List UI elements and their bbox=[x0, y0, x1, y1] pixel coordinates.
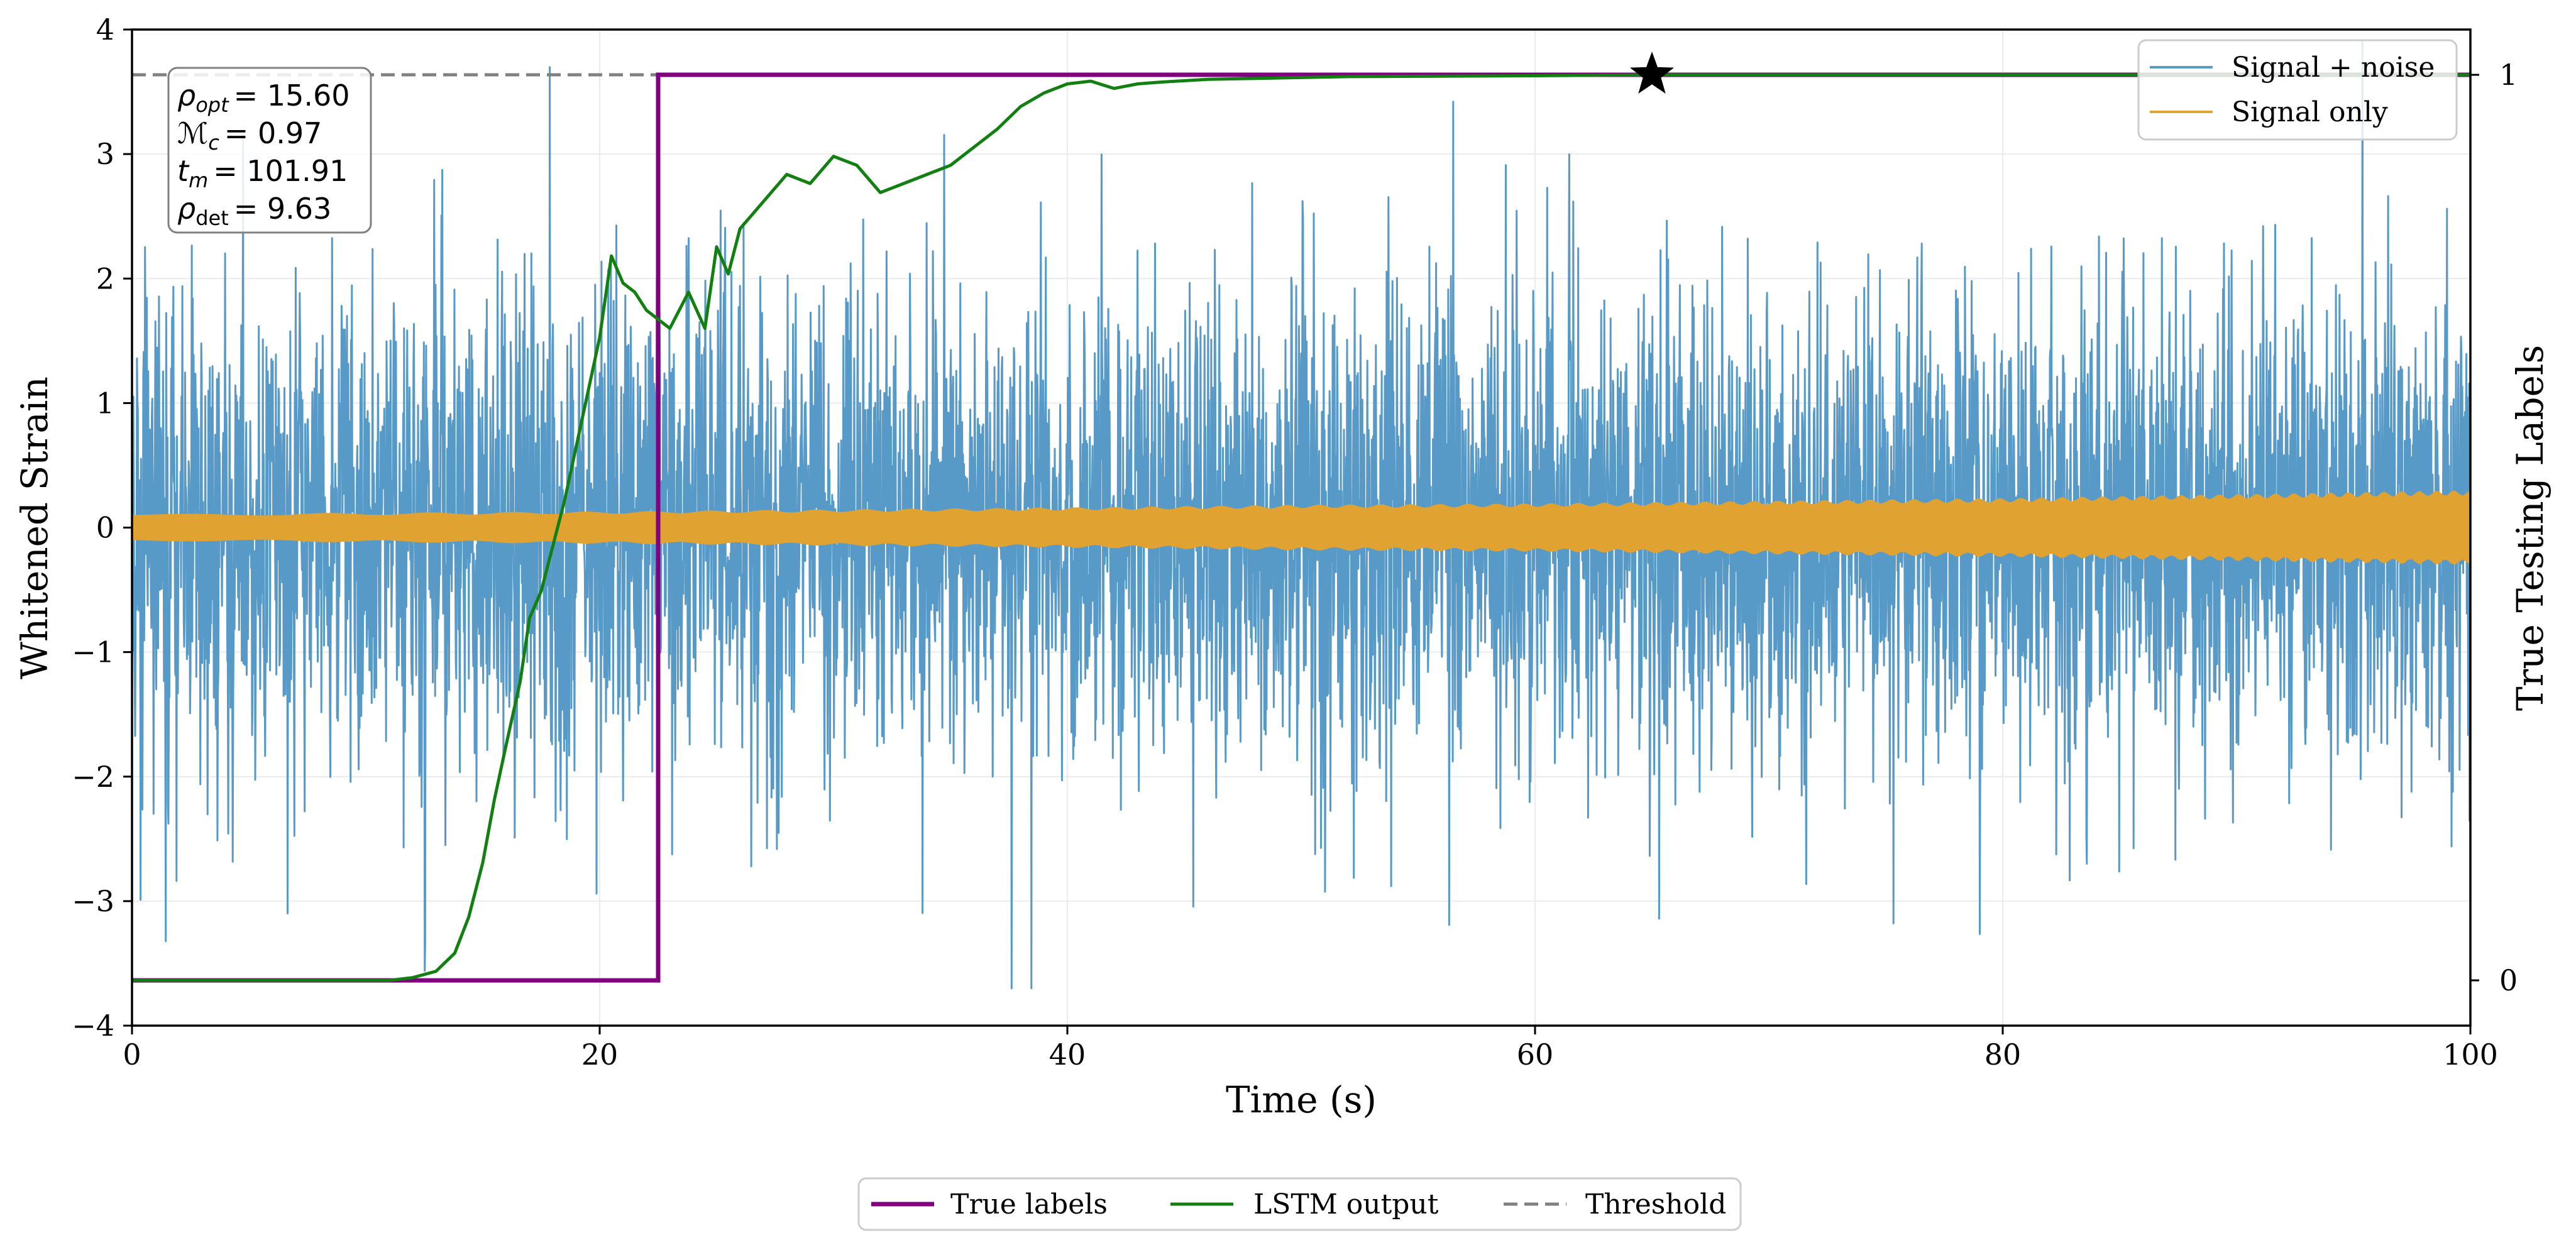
y-right-axis-label: True Testing Labels bbox=[2509, 345, 2551, 711]
y-left-tick-label: 0 bbox=[96, 511, 114, 545]
legend-top: Signal + noise Signal only bbox=[2137, 39, 2458, 141]
y-left-tick-label: 1 bbox=[96, 386, 114, 420]
y-left-tick-label: −4 bbox=[72, 1009, 114, 1043]
x-tick-label: 40 bbox=[1049, 1038, 1086, 1072]
annotation-rho-opt: ρopt = 15.60 bbox=[177, 79, 350, 117]
y-right-tick-label: 0 bbox=[2499, 963, 2518, 997]
x-tick-label: 80 bbox=[1984, 1038, 2022, 1072]
y-right-axis-ticks: 01 bbox=[2470, 58, 2518, 997]
y-left-tick-label: −2 bbox=[72, 760, 114, 794]
x-tick-label: 20 bbox=[581, 1038, 619, 1072]
y-left-axis-ticks: −4 −3 −2 −1 0 1 2 3 4 bbox=[72, 13, 132, 1043]
legend-bottom: True labels LSTM output Threshold bbox=[857, 1177, 1742, 1231]
legend-label-signal-only: Signal only bbox=[2232, 96, 2388, 128]
legend-label-true-labels: True labels bbox=[950, 1188, 1108, 1220]
x-tick-label: 60 bbox=[1517, 1038, 1554, 1072]
legend-label-signal-noise: Signal + noise bbox=[2232, 52, 2435, 84]
annotation-merger-time: tm = 101.91 bbox=[177, 154, 348, 192]
x-axis-ticks: 0 20 40 60 80 100 bbox=[123, 1026, 2498, 1072]
annotation-box: ρopt = 15.60 ℳc = 0.97 tm = 101.91 ρdet = 9.… bbox=[167, 67, 372, 234]
signal-only-series bbox=[132, 490, 2470, 566]
annotation-chirp-mass: ℳc = 0.97 bbox=[177, 116, 322, 155]
y-left-tick-label: −3 bbox=[72, 884, 114, 918]
y-left-tick-label: −1 bbox=[72, 635, 114, 669]
x-tick-label: 100 bbox=[2443, 1038, 2498, 1072]
y-left-tick-label: 2 bbox=[96, 261, 114, 295]
x-axis-label: Time (s) bbox=[1226, 1078, 1377, 1121]
annotation-rho-det: ρdet = 9.63 bbox=[177, 192, 331, 230]
detection-star-marker bbox=[1629, 52, 1675, 94]
legend-label-lstm-output: LSTM output bbox=[1253, 1188, 1439, 1220]
x-tick-label: 0 bbox=[123, 1038, 141, 1072]
y-left-tick-label: 4 bbox=[96, 13, 114, 47]
legend-label-threshold: Threshold bbox=[1585, 1188, 1726, 1220]
y-right-tick-label: 1 bbox=[2499, 58, 2518, 92]
signal-only-band bbox=[132, 490, 2470, 566]
y-left-tick-label: 3 bbox=[96, 137, 114, 171]
lstm-output-line bbox=[132, 73, 2470, 982]
y-left-axis-label: Whitened Strain bbox=[13, 376, 56, 679]
